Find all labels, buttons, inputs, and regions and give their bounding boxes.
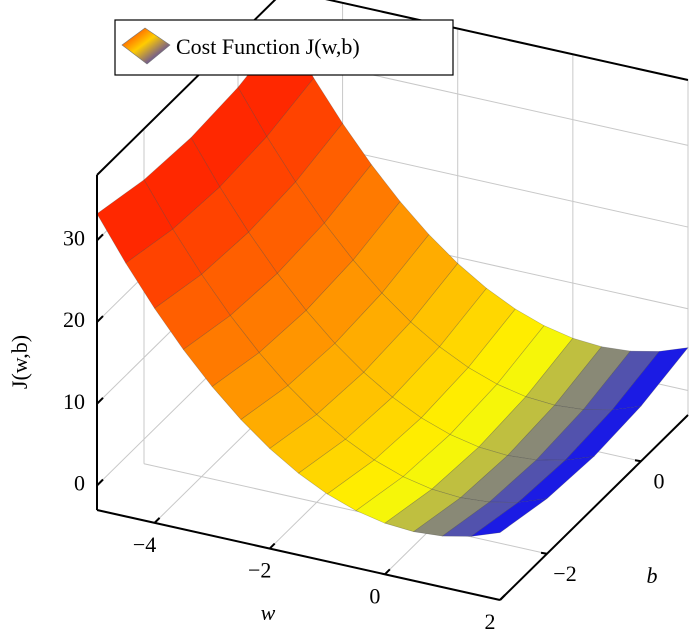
y-tick xyxy=(634,459,642,463)
y-tick xyxy=(540,551,548,555)
z-tick xyxy=(96,315,104,323)
grid-line xyxy=(143,463,548,555)
z-tick xyxy=(96,478,104,487)
z-axis-label: J(w,b) xyxy=(7,335,32,389)
x-axis-label: w xyxy=(261,600,276,625)
legend: Cost Function J(w,b) xyxy=(114,19,454,76)
z-tick-label: 30 xyxy=(63,225,85,250)
x-tick xyxy=(384,568,391,575)
x-tick-label: −4 xyxy=(133,532,156,557)
surface xyxy=(96,28,689,537)
y-tick-label: −2 xyxy=(553,561,576,586)
y-axis-label: b xyxy=(647,563,658,588)
x-tick-label: −2 xyxy=(248,558,271,583)
legend-icon xyxy=(121,27,171,65)
z-tick-label: 10 xyxy=(63,389,85,414)
axis-edge xyxy=(96,509,501,601)
x-tick xyxy=(269,542,276,550)
y-tick-label: 0 xyxy=(654,468,665,493)
z-tick xyxy=(96,397,104,405)
x-tick xyxy=(153,517,161,524)
surface-patch xyxy=(471,498,548,537)
z-tick xyxy=(96,233,104,242)
x-tick-label: 2 xyxy=(485,609,496,634)
legend-box xyxy=(114,19,454,76)
x-tick xyxy=(499,594,506,601)
axis-edge xyxy=(499,414,689,601)
z-tick-label: 20 xyxy=(63,307,85,332)
x-tick-label: 0 xyxy=(369,583,380,608)
legend-label: Cost Function J(w,b) xyxy=(176,34,360,59)
labels: −4 −2 0 2 −2 0 0 10 20 30 xyxy=(63,225,665,634)
axis-edge xyxy=(325,0,689,81)
z-tick-label: 0 xyxy=(74,471,85,496)
